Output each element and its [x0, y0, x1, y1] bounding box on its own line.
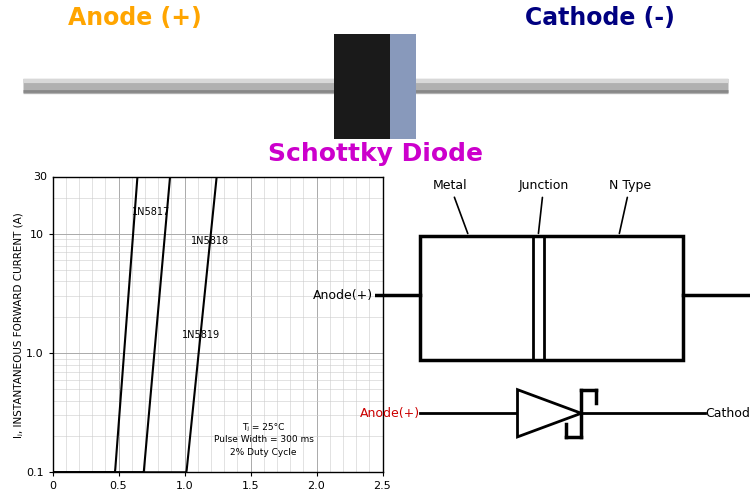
Text: Metal: Metal [433, 179, 468, 234]
Text: Schottky Diode: Schottky Diode [268, 142, 482, 166]
Text: Cathode(-): Cathode(-) [705, 407, 750, 420]
Text: 1N5818: 1N5818 [191, 236, 230, 246]
Text: Anode(+): Anode(+) [360, 407, 420, 420]
Text: Junction: Junction [519, 179, 568, 233]
Text: Cathode (-): Cathode (-) [525, 6, 675, 31]
Bar [420, 236, 682, 360]
Polygon shape [518, 390, 581, 437]
Text: Anode (+): Anode (+) [68, 6, 202, 31]
Text: Anode(+): Anode(+) [313, 289, 374, 302]
Text: 1N5819: 1N5819 [182, 330, 220, 339]
Text: 1N5817: 1N5817 [132, 207, 170, 216]
Bar [334, 34, 416, 139]
Text: 30: 30 [34, 172, 47, 182]
Bar [390, 34, 416, 139]
Text: Tⱼ = 25°C
Pulse Width = 300 ms
2% Duty Cycle: Tⱼ = 25°C Pulse Width = 300 ms 2% Duty C… [214, 423, 314, 457]
Text: N Type: N Type [609, 179, 651, 233]
Y-axis label: Iⱼ, INSTANTANEOUS FORWARD CURRENT (A): Iⱼ, INSTANTANEOUS FORWARD CURRENT (A) [13, 212, 23, 437]
